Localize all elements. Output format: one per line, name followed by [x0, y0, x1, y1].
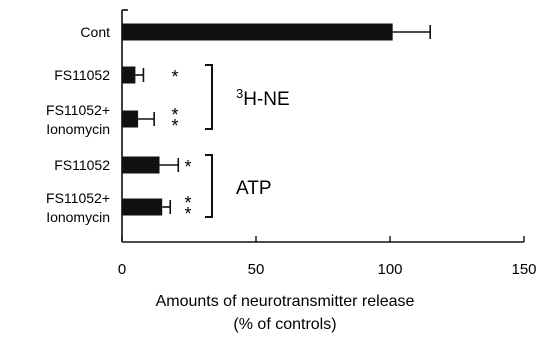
- significance-star: *: [184, 157, 191, 177]
- x-axis-title: Amounts of neurotransmitter release: [156, 293, 415, 310]
- significance-star: *: [171, 67, 178, 87]
- x-tick-label: 100: [377, 261, 402, 278]
- x-tick-label: 150: [511, 261, 536, 278]
- bar: [122, 198, 163, 216]
- category-label: Cont: [80, 24, 110, 40]
- group-label: 3H-NE: [236, 86, 290, 110]
- bar: [122, 110, 139, 128]
- significance-star: * *: [184, 193, 191, 224]
- group-bracket: [205, 154, 213, 218]
- significance-star: * *: [171, 105, 178, 136]
- category-label: Ionomycin: [46, 121, 110, 137]
- x-axis-title: (% of controls): [233, 316, 336, 333]
- category-label: FS11052+: [46, 190, 110, 206]
- category-label: FS11052+: [46, 102, 110, 118]
- group-bracket: [205, 64, 213, 130]
- bar: [122, 66, 136, 84]
- x-tick-label: 0: [118, 261, 126, 278]
- bar: [122, 156, 160, 174]
- x-tick-label: 50: [248, 261, 265, 278]
- category-label: Ionomycin: [46, 209, 110, 225]
- category-label: FS11052: [54, 67, 110, 83]
- bar: [122, 23, 393, 41]
- category-label: FS11052: [54, 157, 110, 173]
- group-label: ATP: [236, 178, 272, 199]
